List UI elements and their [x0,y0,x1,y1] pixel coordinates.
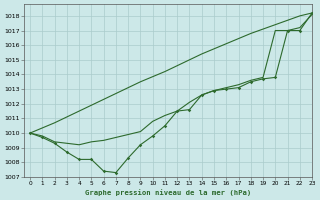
X-axis label: Graphe pression niveau de la mer (hPa): Graphe pression niveau de la mer (hPa) [85,189,251,196]
